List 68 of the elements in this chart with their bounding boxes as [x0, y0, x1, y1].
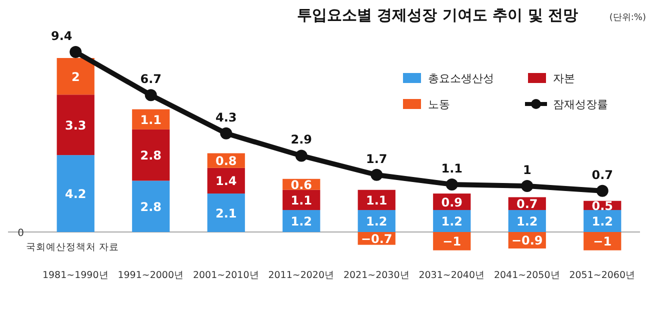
data-label: 0.9	[441, 195, 463, 210]
data-label: 1.2	[592, 214, 614, 229]
data-label: 2.8	[140, 200, 162, 214]
bar	[207, 168, 245, 194]
data-label: 1.4	[215, 174, 237, 188]
annotation: 국회예산정책처 자료	[26, 242, 120, 253]
data-label: 0.8	[215, 154, 237, 168]
data-label: 0.5	[592, 198, 614, 213]
bar	[207, 194, 245, 232]
point	[295, 150, 308, 162]
data-label: 2.9	[290, 132, 312, 147]
data-label: 2.1	[215, 206, 237, 220]
bar	[433, 232, 471, 250]
x-tick-label: 2021~2030년	[343, 270, 410, 281]
bar	[56, 58, 94, 95]
data-label: 0.7	[592, 168, 614, 182]
data-label: 1.7	[366, 152, 388, 166]
legend-label: 자본	[553, 72, 575, 85]
data-label: 1.2	[441, 214, 463, 229]
data-label: 1.1	[366, 193, 388, 208]
data-label: 0.6	[290, 178, 312, 192]
data-label: 2.8	[140, 148, 162, 163]
data-label: −1	[442, 234, 462, 249]
data-label: 2	[71, 70, 80, 84]
bar	[433, 210, 471, 232]
data-label: 3.3	[64, 118, 86, 132]
legend-label: 잠재성장률	[553, 98, 608, 111]
data-label: 4.2	[64, 187, 86, 202]
chart-title: 투입요소별 경제성장 기여도 추이 및 전망	[296, 6, 578, 24]
x-tick-label: 2051~2060년	[569, 270, 636, 281]
data-label: 1.1	[290, 193, 312, 208]
point	[220, 127, 232, 140]
data-label: 1.2	[366, 214, 388, 229]
point	[370, 168, 383, 181]
data-label: −0.9	[511, 234, 543, 248]
x-tick-label: 2001~2010년	[192, 270, 260, 281]
data-label: −1	[593, 234, 612, 249]
x-tick-label: 2011~2020년	[268, 270, 335, 281]
annotation: 0	[18, 228, 24, 239]
bar	[584, 232, 622, 250]
bar	[584, 210, 622, 232]
point	[446, 178, 458, 190]
x-tick-label: 1991~2000년	[118, 270, 184, 281]
chart-subtitle: (단위:%)	[609, 13, 646, 23]
data-label: 1.2	[516, 214, 538, 229]
legend-label: 노동	[428, 98, 450, 111]
x-tick-label: 2041~2050년	[494, 270, 560, 281]
data-label: 1.1	[441, 161, 463, 176]
point	[144, 89, 157, 102]
data-label: 6.7	[140, 72, 162, 86]
data-label: 1.1	[140, 112, 162, 127]
bar	[56, 155, 94, 232]
legend-label: 총요소생산성	[428, 72, 494, 85]
bar	[132, 129, 170, 181]
data-label: 1.2	[290, 214, 312, 229]
point	[596, 184, 608, 197]
point	[70, 46, 82, 58]
bar	[56, 94, 94, 156]
data-label: 1	[522, 163, 532, 178]
data-label: 4.3	[215, 110, 237, 124]
data-label: 0.7	[516, 197, 538, 212]
x-tick-label: 2031~2040년	[418, 270, 486, 281]
bar	[132, 180, 170, 232]
bar	[282, 210, 320, 232]
point	[521, 180, 534, 192]
data-label: 9.4	[50, 29, 72, 43]
x-tick-label: 1981~1990년	[42, 270, 109, 281]
data-label: −0.7	[360, 232, 392, 246]
